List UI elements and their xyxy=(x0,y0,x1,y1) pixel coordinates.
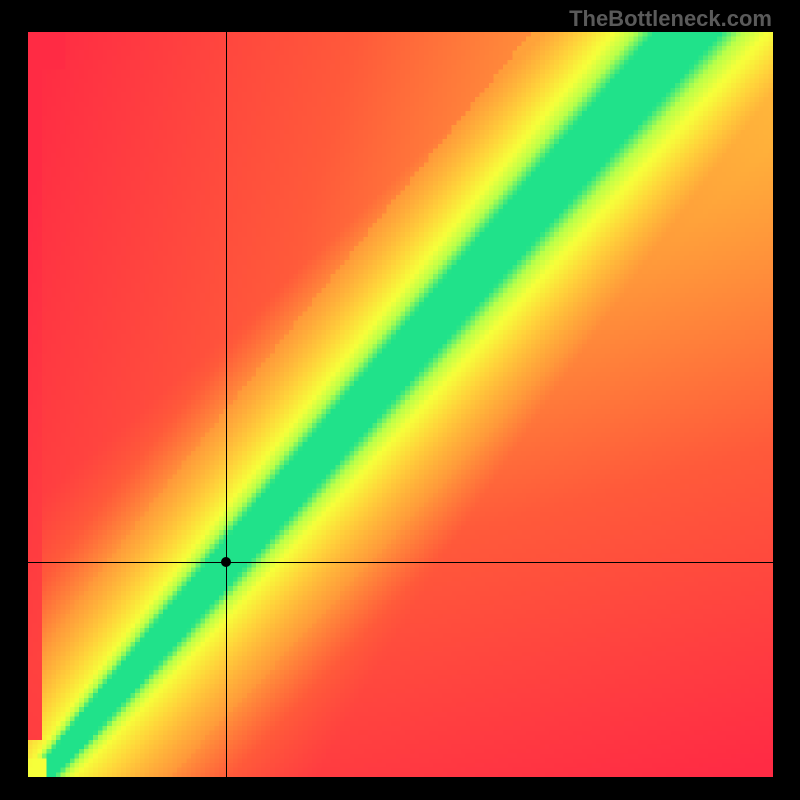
plot-area xyxy=(28,32,773,777)
crosshair-marker xyxy=(221,557,231,567)
watermark-text: TheBottleneck.com xyxy=(569,6,772,32)
heatmap-canvas xyxy=(28,32,773,777)
crosshair-horizontal xyxy=(28,562,773,563)
crosshair-vertical xyxy=(226,32,227,777)
